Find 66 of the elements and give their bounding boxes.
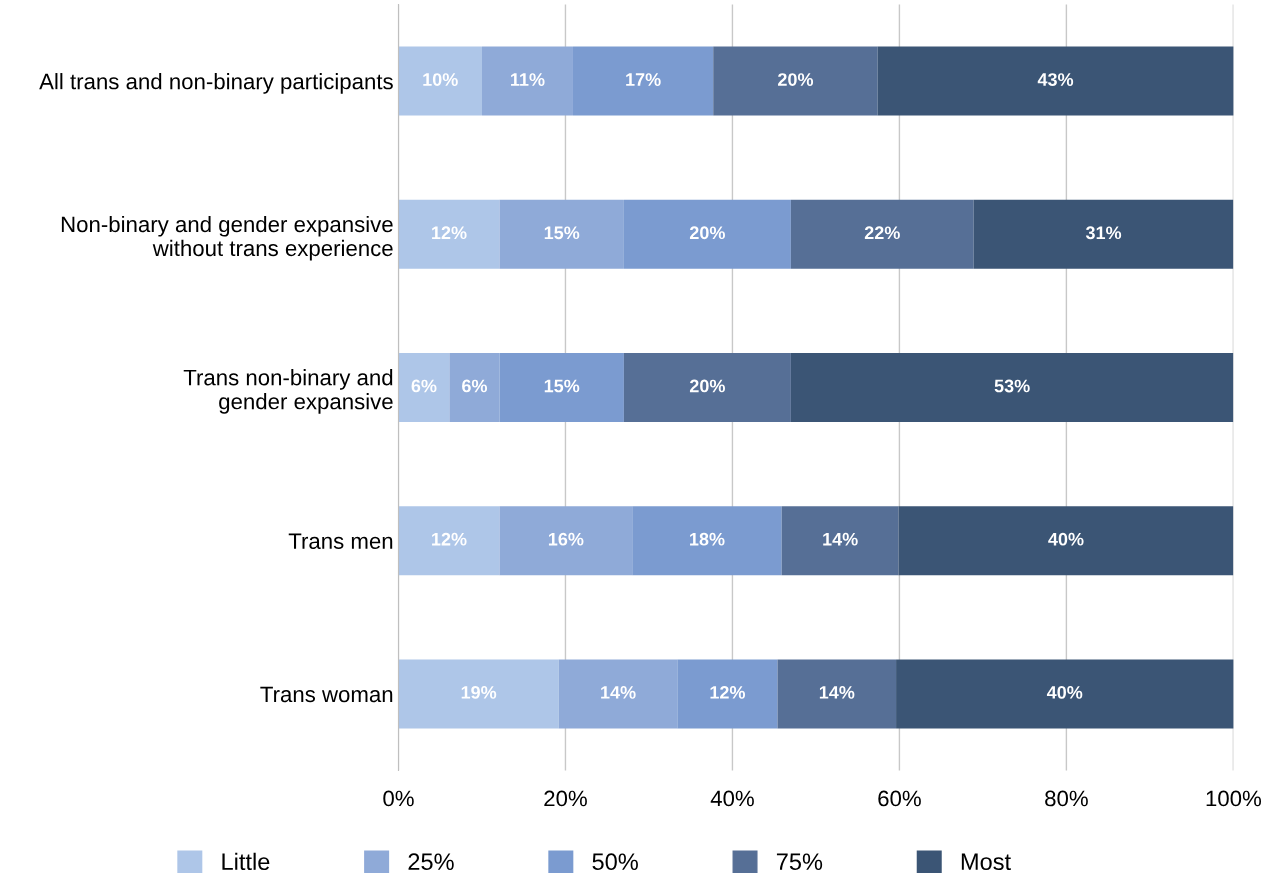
data-label: 31% [1085,226,1122,240]
data-label: 16% [548,532,584,546]
bar [558,659,678,729]
data-label: 11% [511,73,545,86]
data-label: 10% [423,73,458,86]
bar [677,659,778,729]
bar [973,199,1234,269]
bar [398,659,559,729]
data-label: 43% [1037,73,1074,86]
bar [499,199,624,269]
data-label: 12% [432,532,467,546]
data-label: 19% [461,686,497,699]
data-label: 20% [689,379,725,393]
y-tick-label: Trans men [288,533,393,550]
data-label: 12% [710,686,746,699]
data-label: 22% [864,226,900,240]
x-tick-label: 0% [383,790,414,807]
data-label: 53% [994,379,1030,393]
bar [398,46,482,116]
legend-label: 25% [408,853,454,871]
bar [572,46,714,116]
y-tick-label: Non-binary and gender expansive without trans experience [61,215,393,261]
bar [481,46,573,116]
legend-label: 75% [776,853,823,871]
bar [790,199,974,269]
legend-label: 50% [592,853,638,871]
bar [449,353,500,422]
x-tick-label: 20% [544,790,587,807]
data-label: 40% [1046,686,1083,699]
y-tick-label: Trans woman [260,686,393,703]
data-label: 14% [819,686,855,699]
y-tick-label: All trans and non-binary participants [39,73,393,94]
data-label: 17% [626,73,661,86]
bar [398,506,500,576]
x-tick-label: 100% [1206,790,1261,807]
legend-label: Most [961,853,1011,871]
data-label: 12% [432,226,467,240]
data-label: 40% [1048,532,1084,546]
y-tick-label: Trans non-binary and gender expansive [183,369,393,414]
bar [499,506,633,576]
bar [877,46,1234,116]
data-label: 15% [544,379,580,393]
data-label: 6% [411,379,437,393]
x-tick-label: 60% [878,790,921,807]
bar [398,199,500,269]
x-tick-label: 80% [1045,790,1088,807]
bar [713,46,878,116]
bar [623,353,791,422]
data-label: 20% [778,73,814,86]
bar [896,659,1234,729]
data-label: 15% [544,226,580,240]
data-label: 20% [689,226,725,240]
data-label: 18% [690,532,725,546]
data-label: 14% [601,686,636,699]
data-label: 6% [462,379,488,393]
bar [898,506,1234,576]
bar [781,506,899,576]
data-label: 14% [823,532,858,546]
bar [623,199,791,269]
x-tick-label: 40% [710,790,754,807]
bar [398,353,450,422]
legend-label: Little [222,852,270,871]
bar [790,353,1234,422]
bar [632,506,782,576]
bar [777,659,897,729]
bar [499,353,624,422]
